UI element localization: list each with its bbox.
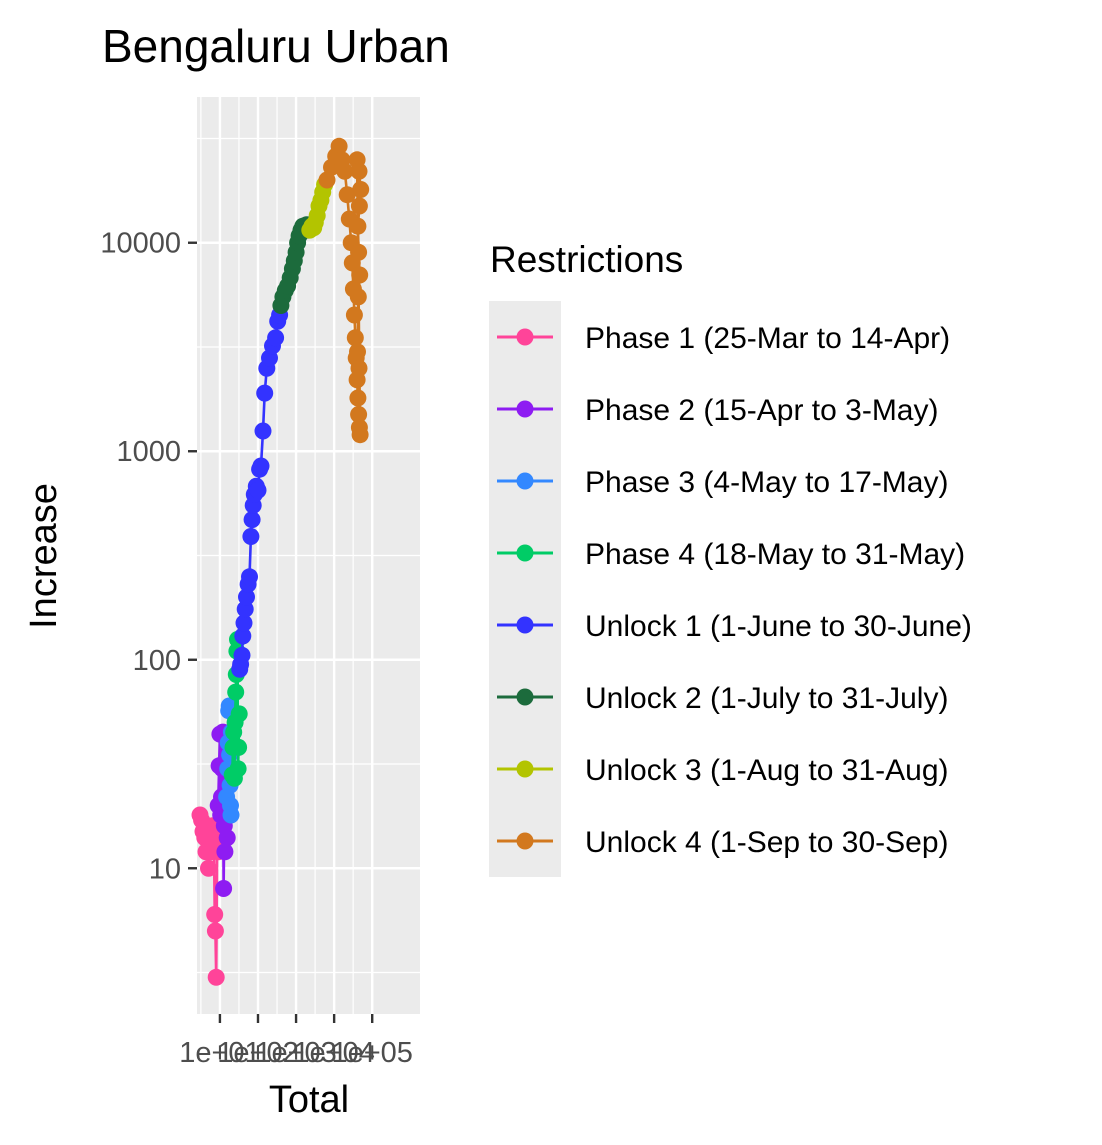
series-group — [231, 306, 289, 678]
y-axis-title: Increase — [23, 483, 65, 629]
legend-label: Phase 2 (15-Apr to 3-May) — [585, 394, 938, 427]
x-tick-label: 1e+04 — [293, 1037, 374, 1069]
x-tick-label: 1e+05 — [331, 1037, 412, 1069]
data-point — [238, 588, 255, 606]
data-point — [345, 306, 363, 324]
data-point — [330, 137, 348, 155]
data-point — [254, 422, 272, 440]
data-point — [350, 359, 368, 377]
legend-key-point — [516, 760, 534, 778]
legend-key-point — [516, 328, 534, 346]
data-point — [215, 880, 233, 897]
data-point — [206, 922, 224, 940]
data-point — [349, 389, 367, 407]
data-point — [241, 568, 258, 586]
data-point — [233, 646, 251, 664]
data-point — [349, 217, 367, 235]
data-point — [243, 511, 261, 529]
legend-key-point — [516, 832, 534, 850]
data-point — [216, 843, 234, 861]
data-point — [230, 738, 248, 756]
data-point — [256, 384, 274, 402]
data-point — [350, 197, 368, 215]
data-point — [218, 829, 236, 847]
legend-label: Unlock 2 (1-July to 31-July) — [585, 682, 948, 715]
data-point — [349, 288, 367, 306]
x-tick-label: 1e+01 — [179, 1037, 260, 1069]
data-point — [351, 426, 369, 444]
data-point — [234, 627, 252, 645]
legend-label: Phase 4 (18-May to 31-May) — [585, 538, 965, 571]
legend-label: Unlock 3 (1-Aug to 31-Aug) — [585, 754, 949, 787]
data-point — [207, 968, 225, 986]
legend-label: Phase 3 (4-May to 17-May) — [585, 466, 948, 499]
series-layer — [191, 137, 370, 986]
data-point — [350, 243, 368, 261]
series-group — [318, 137, 370, 444]
legend: Phase 1 (25-Mar to 14-Apr) Phase 2 (15-Ap… — [497, 322, 972, 859]
legend-label: Phase 1 (25-Mar to 14-Apr) — [585, 322, 950, 355]
legend-label: Unlock 1 (1-June to 30-June) — [585, 610, 972, 643]
data-point — [252, 457, 270, 475]
data-point — [200, 859, 217, 877]
y-tick-label: 1000 — [116, 436, 181, 468]
data-point — [338, 186, 356, 204]
y-tick-label: 10 — [149, 853, 181, 885]
legend-key-point — [516, 400, 534, 418]
data-point — [222, 806, 240, 824]
data-point — [249, 481, 267, 499]
data-point — [346, 329, 364, 347]
data-point — [350, 162, 368, 180]
data-point — [351, 266, 369, 284]
data-point — [352, 181, 370, 198]
x-tick-label: 1e+02 — [217, 1037, 298, 1069]
legend-key-point — [516, 472, 534, 490]
x-axis-title: Total — [269, 1079, 349, 1121]
grid-minor — [197, 97, 420, 1014]
legend-key-point — [516, 688, 534, 706]
y-tick-label: 10000 — [100, 228, 181, 260]
legend-title: Restrictions — [490, 239, 683, 280]
legend-label: Unlock 4 (1-Sep to 30-Sep) — [585, 826, 949, 859]
data-point — [230, 705, 248, 723]
grid-major — [197, 97, 420, 1014]
data-point — [242, 528, 260, 545]
chart-title: Bengaluru Urban — [102, 20, 450, 72]
y-tick-label: 100 — [133, 645, 181, 677]
legend-key-point — [516, 616, 534, 634]
data-point — [206, 906, 224, 923]
data-point — [227, 683, 245, 701]
y-axis: 10 100 1000 10000 — [100, 228, 197, 885]
data-point — [235, 614, 253, 632]
legend-key-point — [516, 544, 534, 562]
data-point — [229, 760, 247, 778]
data-point — [267, 329, 285, 347]
data-point — [350, 406, 368, 423]
x-tick-label: 1e+03 — [255, 1037, 336, 1069]
data-point — [336, 162, 354, 180]
data-point — [349, 343, 366, 361]
legend-key-background — [489, 301, 561, 877]
